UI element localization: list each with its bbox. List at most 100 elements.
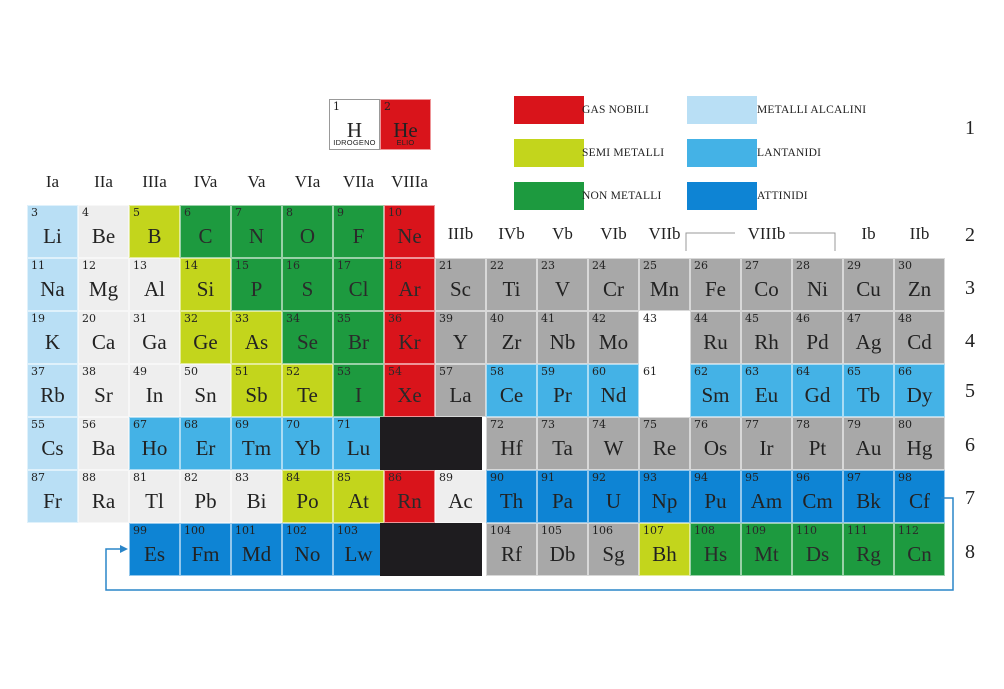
element-sg: 106 Sg — [588, 523, 639, 576]
element-dy: 66 Dy — [894, 364, 945, 417]
element-symbol: Cf — [909, 489, 930, 513]
atomic-number: 83 — [235, 471, 249, 484]
atomic-number: 104 — [490, 524, 511, 537]
atomic-number: 109 — [745, 524, 766, 537]
atomic-number: 77 — [745, 418, 759, 431]
element-tb: 65 Tb — [843, 364, 894, 417]
element-symbol: Bi — [246, 489, 267, 513]
element-symbol: Ho — [141, 436, 168, 460]
element-kr: 36 Kr — [384, 311, 435, 364]
group-label-via: VIa — [294, 172, 321, 191]
element-rn: 86 Rn — [384, 470, 435, 523]
element-ga: 31 Ga — [129, 311, 180, 364]
element-la: 57 La — [435, 364, 486, 417]
atomic-number: 75 — [643, 418, 657, 431]
element-symbol: Hg — [906, 436, 933, 460]
atomic-number: 84 — [286, 471, 300, 484]
atomic-number: 18 — [388, 259, 402, 272]
element-symbol: As — [244, 330, 269, 354]
element-symbol: Mg — [88, 277, 119, 301]
element-cm: 96 Cm — [792, 470, 843, 523]
element-symbol: Ir — [759, 436, 774, 460]
element-tm: 69 Tm — [231, 417, 282, 470]
element-symbol: Cl — [348, 277, 369, 301]
atomic-number: 15 — [235, 259, 249, 272]
element-61: 61 — [639, 364, 690, 417]
element-symbol: Be — [91, 224, 116, 248]
element-symbol: Cd — [907, 330, 932, 354]
element-si: 14 Si — [180, 258, 231, 311]
element-symbol: S — [301, 277, 314, 301]
element-cd: 48 Cd — [894, 311, 945, 364]
atomic-number: 80 — [898, 418, 912, 431]
element-symbol: P — [250, 277, 263, 301]
element-symbol: Am — [750, 489, 783, 513]
element-symbol: Mn — [649, 277, 680, 301]
element-xe: 54 Xe — [384, 364, 435, 417]
element-ne: 10 Ne — [384, 205, 435, 258]
element-symbol: Tl — [145, 489, 164, 513]
atomic-number: 45 — [745, 312, 759, 325]
atomic-number: 51 — [235, 365, 249, 378]
element-sn: 50 Sn — [180, 364, 231, 417]
element-symbol: Mt — [754, 542, 779, 566]
atomic-number: 8 — [286, 206, 293, 219]
element-ge: 32 Ge — [180, 311, 231, 364]
atomic-number: 30 — [898, 259, 912, 272]
element-ar: 18 Ar — [384, 258, 435, 311]
atomic-number: 57 — [439, 365, 453, 378]
atomic-number: 70 — [286, 418, 300, 431]
element-symbol: Re — [652, 436, 677, 460]
element-re: 75 Re — [639, 417, 690, 470]
element-symbol: Sm — [701, 383, 730, 407]
atomic-number: 72 — [490, 418, 504, 431]
element-symbol: Xe — [397, 383, 422, 407]
element-symbol: Pu — [704, 489, 727, 513]
atomic-number: 32 — [184, 312, 198, 325]
atomic-number: 34 — [286, 312, 300, 325]
atomic-number: 54 — [388, 365, 402, 378]
element-co: 27 Co — [741, 258, 792, 311]
group-label-iiib: IIIb — [447, 224, 474, 243]
element-pu: 94 Pu — [690, 470, 741, 523]
element-sm: 62 Sm — [690, 364, 741, 417]
element-fm: 100 Fm — [180, 523, 231, 576]
element-rg: 111 Rg — [843, 523, 894, 576]
element-symbol: Pb — [194, 489, 217, 513]
element-symbol: Ag — [855, 330, 882, 354]
element-symbol: Lu — [346, 436, 371, 460]
atomic-number: 107 — [643, 524, 664, 537]
atomic-number: 48 — [898, 312, 912, 325]
element-ra: 88 Ra — [78, 470, 129, 523]
element-symbol: La — [449, 383, 472, 407]
atomic-number: 19 — [31, 312, 45, 325]
atomic-number: 9 — [337, 206, 344, 219]
element-symbol: Zn — [907, 277, 932, 301]
element-symbol: Pr — [553, 383, 572, 407]
element-zn: 30 Zn — [894, 258, 945, 311]
element-symbol: Mo — [598, 330, 629, 354]
element-symbol: Db — [549, 542, 576, 566]
element-ba: 56 Ba — [78, 417, 129, 470]
element-symbol: Sc — [450, 277, 471, 301]
element-bk: 97 Bk — [843, 470, 894, 523]
legend-swatch — [514, 139, 584, 167]
element-symbol: Rf — [501, 542, 522, 566]
atomic-number: 82 — [184, 471, 198, 484]
element-symbol: Sr — [94, 383, 113, 407]
element-os: 76 Os — [690, 417, 741, 470]
element-ca: 20 Ca — [78, 311, 129, 364]
element-ds: 110 Ds — [792, 523, 843, 576]
empty-block-period-6 — [380, 417, 482, 470]
element-rf: 104 Rf — [486, 523, 537, 576]
atomic-number: 33 — [235, 312, 249, 325]
atomic-number: 23 — [541, 259, 555, 272]
element-symbol: Nd — [600, 383, 627, 407]
element-symbol: Al — [144, 277, 165, 301]
atomic-number: 102 — [286, 524, 307, 537]
element-symbol: Dy — [906, 383, 933, 407]
element-symbol: Tm — [241, 436, 272, 460]
element-db: 105 Db — [537, 523, 588, 576]
